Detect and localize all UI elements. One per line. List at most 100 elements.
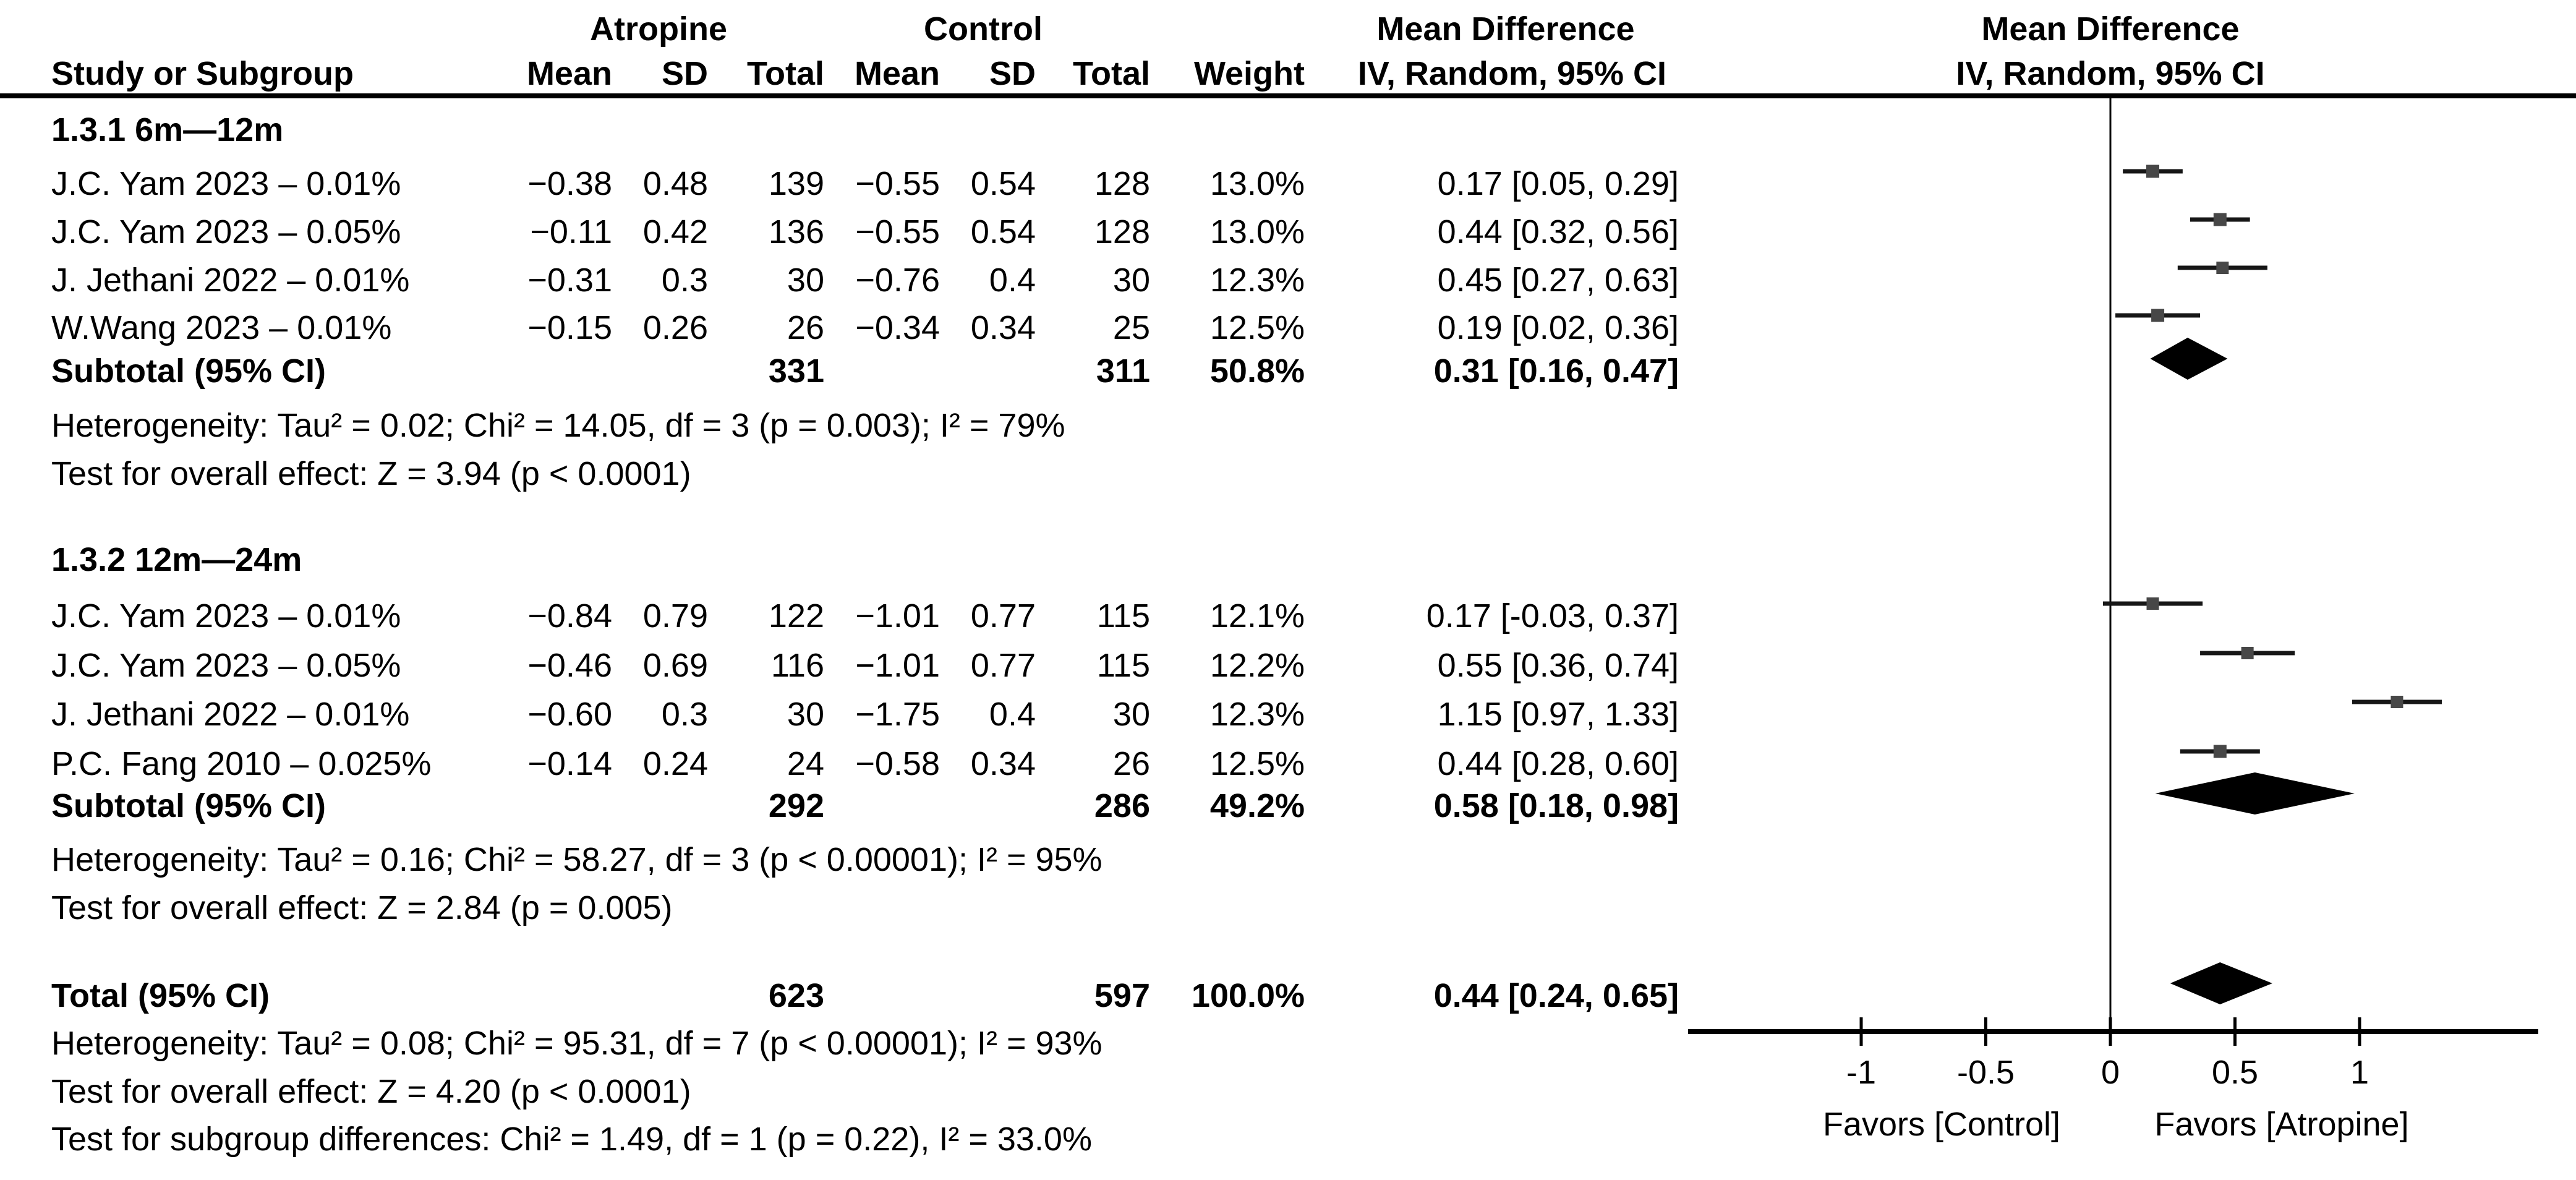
cell-ci: 0.31 [0.16, 0.47] (1433, 353, 1679, 390)
cell-study-label: Total (95% CI) (51, 977, 270, 1014)
cell-n2: 26 (1112, 745, 1150, 782)
row-study: J.C. Yam 2023 – 0.01% −0.38 0.48 139 −0.55 0.… (0, 160, 2576, 208)
column-header-sd-atropine: SD (661, 55, 708, 92)
cell-weight: 12.5% (1209, 309, 1305, 346)
cell-study-label: J.C. Yam 2023 – 0.05% (51, 647, 401, 684)
cell-sd1: 0.42 (642, 213, 708, 250)
favors-atropine-label: Favors [Atropine] (2154, 1106, 2408, 1143)
pooled-diamond (2170, 962, 2272, 1004)
axis-tick-label: 0 (2101, 1054, 2120, 1091)
cell-mean2: −0.58 (855, 745, 940, 782)
cell-sd1: 0.3 (661, 696, 708, 733)
cell-ci: 0.44 [0.32, 0.56] (1437, 213, 1679, 250)
row-study: J. Jethani 2022 – 0.01% −0.60 0.3 30 −1.75 0.… (0, 690, 2576, 738)
study-marker (2190, 213, 2250, 226)
cell-study-label: P.C. Fang 2010 – 0.025% (51, 745, 432, 782)
cell-ci: 0.17 [0.05, 0.29] (1437, 165, 1679, 202)
row-total: Total (95% CI) 623 597 100.0% 0.44 [0.24, 0.… (0, 972, 2576, 1020)
cell-n2: 128 (1094, 165, 1150, 202)
cell-mean1: −0.11 (530, 213, 612, 250)
cell-mean2: −0.34 (855, 309, 940, 346)
row-study: J.C. Yam 2023 – 0.05% −0.11 0.42 136 −0.55 0.… (0, 208, 2576, 256)
cell-sd2: 0.77 (970, 647, 1036, 684)
column-group-mean-difference: Mean Difference (1376, 11, 1635, 48)
plot-header-ci: IV, Random, 95% CI (1956, 55, 2265, 92)
cell-study-label: J.C. Yam 2023 – 0.05% (51, 213, 401, 250)
pooled-diamond (2155, 772, 2355, 814)
row-subgroup: 1.3.1 6m—12m (0, 106, 2576, 154)
study-marker (2180, 745, 2260, 758)
cell-sd1: 0.3 (661, 262, 708, 299)
column-header-total-control: Total (1073, 55, 1150, 92)
cell-study-label: J. Jethani 2022 – 0.01% (51, 262, 410, 299)
row-note: Heterogeneity: Tau² = 0.16; Chi² = 58.27… (0, 836, 2576, 884)
row-subgroup: 1.3.2 12m—24m (0, 536, 2576, 584)
cell-weight: 50.8% (1209, 353, 1305, 390)
cell-weight: 12.5% (1209, 745, 1305, 782)
cell-mean1: −0.84 (527, 597, 612, 635)
cell-study-label: Test for overall effect: Z = 2.84 (p = 0… (51, 889, 673, 926)
study-marker (2123, 165, 2183, 178)
cell-sd2: 0.54 (970, 213, 1036, 250)
column-header-weight: Weight (1194, 55, 1305, 92)
cell-study-label: Test for subgroup differences: Chi² = 1.… (51, 1121, 1092, 1158)
cell-mean2: −1.01 (855, 597, 940, 635)
cell-n1: 26 (787, 309, 824, 346)
row-note: Test for overall effect: Z = 2.84 (p = 0… (0, 884, 2576, 932)
cell-n2: 286 (1094, 787, 1150, 824)
cell-n1: 136 (768, 213, 824, 250)
row-subtotal: Subtotal (95% CI) 331 311 50.8% 0.31 [0.16, … (0, 347, 2576, 395)
cell-ci: 0.17 [-0.03, 0.37] (1426, 597, 1679, 635)
cell-sd1: 0.69 (642, 647, 708, 684)
cell-n1: 292 (768, 787, 824, 824)
cell-n2: 128 (1094, 213, 1150, 250)
cell-n1: 623 (768, 977, 824, 1014)
cell-sd1: 0.79 (642, 597, 708, 635)
cell-n1: 331 (768, 353, 824, 390)
row-note: Test for overall effect: Z = 3.94 (p < 0… (0, 450, 2576, 498)
cell-study-label: Test for overall effect: Z = 4.20 (p < 0… (51, 1073, 691, 1110)
cell-mean2: −0.76 (855, 262, 940, 299)
cell-weight: 12.2% (1209, 647, 1305, 684)
column-header-sd-control: SD (989, 55, 1036, 92)
cell-sd2: 0.34 (970, 745, 1036, 782)
study-marker (2200, 647, 2295, 659)
row-note: Test for overall effect: Z = 4.20 (p < 0… (0, 1067, 2576, 1116)
axis-tick-label: -0.5 (1957, 1054, 2015, 1091)
cell-n1: 116 (770, 647, 824, 684)
row-study: P.C. Fang 2010 – 0.025% −0.14 0.24 24 −0.58 0… (0, 740, 2576, 788)
cell-ci: 0.44 [0.28, 0.60] (1437, 745, 1679, 782)
study-marker (2115, 309, 2201, 322)
cell-weight: 13.0% (1209, 213, 1305, 250)
cell-study-label: Heterogeneity: Tau² = 0.08; Chi² = 95.31… (51, 1025, 1102, 1062)
cell-sd2: 0.4 (989, 696, 1036, 733)
cell-mean2: −0.55 (855, 165, 940, 202)
column-header-study: Study or Subgroup (51, 55, 354, 92)
cell-ci: 0.19 [0.02, 0.36] (1437, 309, 1679, 346)
cell-sd2: 0.34 (970, 309, 1036, 346)
row-study: J. Jethani 2022 – 0.01% −0.31 0.3 30 −0.76 0.… (0, 256, 2576, 304)
cell-ci: 1.15 [0.97, 1.33] (1437, 696, 1679, 733)
cell-mean1: −0.46 (527, 647, 612, 684)
header-rule (0, 93, 2576, 98)
cell-mean1: −0.31 (527, 262, 612, 299)
cell-weight: 100.0% (1191, 977, 1305, 1014)
row-study: J.C. Yam 2023 – 0.01% −0.84 0.79 122 −1.01 0.… (0, 592, 2576, 640)
study-marker (2177, 262, 2267, 274)
cell-weight: 12.1% (1209, 597, 1305, 635)
cell-weight: 12.3% (1209, 262, 1305, 299)
cell-study-label: Subtotal (95% CI) (51, 353, 326, 390)
cell-study-label: W.Wang 2023 – 0.01% (51, 309, 392, 346)
column-group-control: Control (924, 11, 1043, 48)
cell-mean1: −0.15 (527, 309, 612, 346)
cell-n2: 115 (1096, 647, 1150, 684)
cell-ci: 0.58 [0.18, 0.98] (1433, 787, 1679, 824)
pooled-diamond (2150, 338, 2228, 380)
axis-tick-label: -1 (1846, 1054, 1876, 1091)
cell-n2: 597 (1094, 977, 1150, 1014)
cell-weight: 12.3% (1209, 696, 1305, 733)
cell-n2: 115 (1096, 597, 1150, 635)
cell-study-label: J.C. Yam 2023 – 0.01% (51, 597, 401, 635)
